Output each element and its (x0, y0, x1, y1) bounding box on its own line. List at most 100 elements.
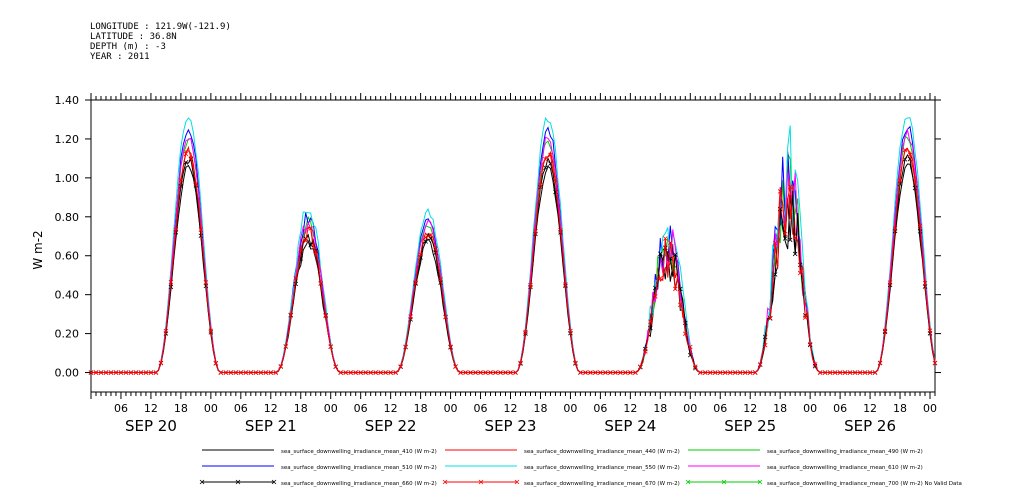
series-marker (498, 370, 503, 375)
series-marker (398, 364, 403, 369)
series-marker (628, 370, 633, 375)
series-marker (88, 370, 94, 375)
x-hour-label: 18 (414, 402, 428, 415)
x-hour-label: 06 (114, 402, 128, 415)
legend-marker (685, 479, 691, 485)
series-marker (453, 364, 458, 369)
series-marker (493, 370, 498, 375)
series-marker (812, 362, 818, 367)
series-marker (603, 370, 608, 375)
series-marker (598, 370, 603, 375)
x-day-label: SEP 21 (245, 417, 297, 435)
series-marker (932, 360, 938, 366)
series-marker (673, 286, 678, 292)
series-marker (857, 370, 863, 375)
series-marker (233, 370, 239, 375)
series-line (91, 116, 936, 373)
y-tick-label: 0.80 (55, 211, 80, 224)
series-marker (678, 302, 683, 308)
x-hour-label: 12 (863, 402, 877, 415)
legend-marker (514, 479, 520, 485)
series-marker (198, 227, 204, 232)
series-marker (683, 331, 688, 337)
series-marker (353, 370, 358, 375)
legend-marker (271, 479, 277, 485)
series-marker (333, 364, 338, 369)
series-marker (902, 147, 908, 153)
series-marker (538, 182, 543, 187)
series-marker (218, 370, 224, 375)
series-marker (343, 370, 348, 375)
legend-label: sea_surface_downwelling_irradiance_mean_… (281, 449, 437, 455)
series-marker (613, 370, 618, 375)
series-marker (573, 360, 578, 366)
legend-label: sea_surface_downwelling_irradiance_mean_… (281, 465, 437, 471)
series-marker (268, 370, 274, 375)
series-marker (243, 370, 249, 375)
series-marker (752, 370, 758, 375)
y-tick-label: 0.20 (55, 328, 80, 341)
series-marker (653, 294, 658, 299)
series-marker (797, 270, 803, 276)
series-marker (248, 370, 254, 375)
y-tick-label: 0.60 (55, 250, 80, 263)
series-marker (887, 280, 893, 285)
x-hour-label: 12 (743, 402, 757, 415)
series-marker (668, 240, 673, 245)
series-marker (767, 315, 773, 321)
series-marker (503, 370, 508, 375)
series-marker (253, 370, 259, 375)
series-marker (543, 156, 548, 162)
series-marker (633, 370, 638, 375)
series-marker (912, 178, 918, 183)
x-day-label: SEP 22 (365, 417, 417, 435)
series-marker (393, 370, 398, 375)
series-marker (777, 206, 783, 212)
x-hour-label: 00 (204, 402, 218, 415)
series-marker (663, 245, 668, 251)
series-marker (658, 251, 663, 256)
series-marker (153, 370, 159, 375)
series-marker (578, 370, 583, 375)
series-marker (328, 344, 333, 350)
series-line (91, 163, 936, 373)
series-marker (922, 280, 928, 286)
longitude-label: LONGITUDE : 121.9W(-121.9) (90, 22, 231, 32)
series-marker (732, 370, 738, 375)
x-hour-label: 00 (923, 402, 937, 415)
series-marker (478, 370, 483, 375)
series-marker (183, 151, 189, 157)
x-hour-label: 00 (444, 402, 458, 415)
series-marker (168, 279, 174, 285)
series-marker (822, 370, 828, 375)
legend-label: sea_surface_downwelling_irradiance_mean_… (524, 465, 680, 471)
series-marker (228, 370, 234, 375)
x-hour-label: 12 (384, 402, 398, 415)
series-marker (208, 328, 214, 334)
series-line (91, 135, 936, 373)
legend-label: sea_surface_downwelling_irradiance_mean_… (767, 481, 962, 487)
series-marker (792, 251, 798, 257)
legend-marker (757, 479, 763, 485)
x-hour-label: 12 (623, 402, 637, 415)
series-marker (787, 184, 793, 190)
series-marker (458, 370, 463, 375)
series-marker (468, 370, 473, 375)
series-marker (648, 319, 653, 324)
series-marker (862, 370, 868, 375)
series-marker (203, 280, 209, 285)
series-marker (832, 370, 838, 375)
x-hour-label: 18 (533, 402, 547, 415)
x-hour-label: 00 (683, 402, 697, 415)
series-marker (543, 165, 548, 171)
series-marker (373, 370, 378, 375)
x-hour-label: 06 (354, 402, 368, 415)
series-marker (787, 237, 793, 243)
series-marker (697, 370, 703, 375)
series-marker (523, 329, 528, 335)
x-hour-label: 18 (773, 402, 787, 415)
series-marker (757, 362, 763, 367)
series-marker (413, 280, 418, 285)
series-marker (423, 235, 428, 240)
legend-label: sea_surface_downwelling_irradiance_mean_… (281, 481, 437, 487)
